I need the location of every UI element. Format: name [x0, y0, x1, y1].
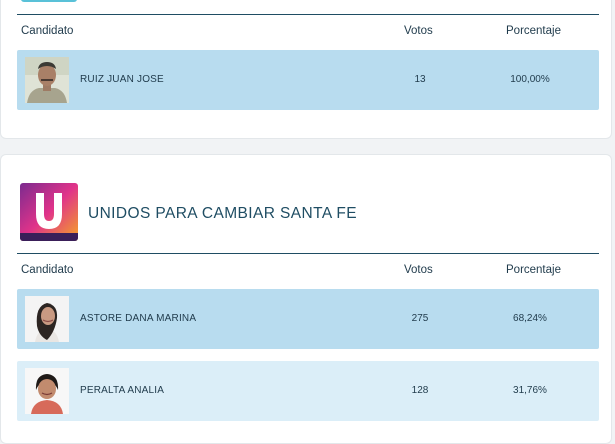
candidate-photo	[25, 296, 69, 342]
candidate-row: ASTORE DANA MARINA 275 68,24%	[17, 289, 599, 349]
column-header-candidate: Candidato	[21, 264, 74, 276]
column-header-votes: Votos	[404, 25, 433, 37]
party-logo-partial	[21, 0, 77, 2]
candidate-name: RUIZ JUAN JOSE	[80, 74, 164, 85]
party-results-card: UNIDOS PARA CAMBIAR SANTA FE Candidato V…	[0, 154, 612, 444]
candidate-name: PERALTA ANALIA	[80, 385, 165, 396]
column-header-votes: Votos	[404, 264, 433, 276]
party-logo	[20, 183, 78, 241]
candidate-photo	[25, 57, 69, 103]
candidate-votes: 13	[414, 74, 426, 85]
party-name: UNIDOS PARA CAMBIAR SANTA FE	[88, 205, 358, 222]
candidate-percentage: 68,24%	[513, 313, 547, 324]
candidate-row: RUIZ JUAN JOSE 13 100,00%	[17, 50, 599, 110]
candidate-votes: 275	[411, 313, 429, 324]
candidate-votes: 128	[411, 385, 429, 396]
candidate-percentage: 31,76%	[513, 385, 547, 396]
candidate-name: ASTORE DANA MARINA	[80, 313, 197, 324]
table-header: Candidato Votos Porcentaje	[17, 14, 599, 51]
party-results-card: Candidato Votos Porcentaje RUIZ JUAN JOS…	[0, 0, 612, 139]
column-header-percentage: Porcentaje	[506, 25, 561, 37]
candidate-percentage: 100,00%	[510, 74, 550, 85]
column-header-percentage: Porcentaje	[506, 264, 561, 276]
table-header: Candidato Votos Porcentaje	[17, 253, 599, 290]
column-header-candidate: Candidato	[21, 25, 74, 37]
candidate-photo	[25, 368, 69, 414]
candidate-row: PERALTA ANALIA 128 31,76%	[17, 361, 599, 421]
